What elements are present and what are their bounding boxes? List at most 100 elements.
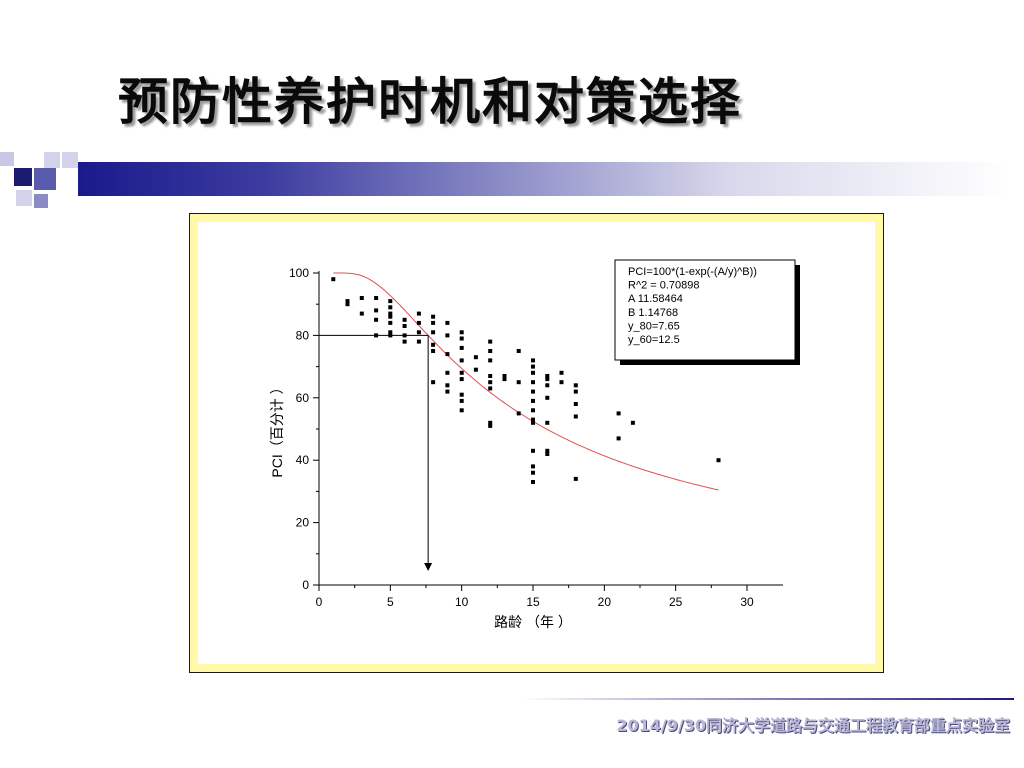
data-point [531,380,535,385]
data-point [545,377,550,382]
data-point [459,377,464,382]
data-point [374,308,379,313]
data-point [573,389,578,394]
data-point [531,420,535,425]
deco-square [44,152,60,168]
data-point [616,436,621,441]
y-tick-label: 80 [296,328,310,342]
data-point [388,299,393,304]
data-point [388,330,393,335]
data-point [488,374,493,378]
data-point [545,448,550,453]
data-point [388,320,393,325]
data-points [331,277,721,484]
deco-square [34,168,56,190]
data-point [445,333,450,338]
data-point [545,374,550,378]
data-point [431,380,436,385]
data-point [402,333,407,338]
formula-line: y_60=12.5 [628,334,680,346]
title-decoration [0,150,1010,210]
formula-line: R^2 = 0.70898 [628,280,700,292]
data-point [531,408,535,413]
data-point [374,317,379,322]
figure-panel: 0 5 10 15 20 25 30 0 20 40 60 80 100 PCI=100*(1-exp(… [198,222,875,664]
data-point [445,320,450,325]
deco-square [62,152,78,168]
data-point [516,349,521,353]
data-point [402,339,407,344]
data-point [531,358,535,363]
pci-scatter-chart: 0 5 10 15 20 25 30 0 20 40 60 80 100 PCI=100*(1-exp(… [269,259,800,630]
formula-box: PCI=100*(1-exp(-(A/y)^B)) R^2 = 0.70898A … [614,259,800,365]
data-point [531,370,535,375]
data-point [559,370,564,375]
data-point [431,314,436,319]
data-point [402,324,407,328]
fit-curve [333,272,719,491]
data-point [416,320,421,325]
formula-line: y_80=7.65 [628,320,680,332]
data-point [388,311,393,316]
y-tick-label: 60 [296,391,310,405]
data-point [559,380,564,385]
data-point [473,355,478,360]
data-point [545,420,550,425]
data-point [431,342,436,347]
data-point [516,411,521,416]
data-point [359,296,364,300]
data-point [459,408,464,413]
y-tick-label: 20 [296,516,310,530]
x-tick-label: 10 [455,595,469,609]
x-axis-label: 路龄 （年 ） [494,614,572,630]
data-point [531,464,535,469]
data-point [359,311,364,316]
data-point [345,302,350,307]
data-point [502,374,507,378]
data-point [459,358,464,363]
data-point [431,349,436,353]
data-point [416,339,421,344]
data-point [531,398,535,403]
data-point [488,423,493,428]
data-point [416,330,421,335]
x-tick-label: 0 [316,595,323,609]
data-point [445,383,450,388]
y-tick-label: 100 [289,266,309,280]
marker-guides [319,334,433,571]
data-point [402,317,407,322]
data-point [488,380,493,385]
data-point [630,420,635,425]
data-point [531,448,535,453]
data-point [531,470,535,475]
footer-text: 2014/9/30同济大学道路与交通工程教育部重点实验室 [616,716,1010,735]
data-point [459,370,464,375]
data-point [716,458,721,463]
data-point [473,367,478,372]
formula-line: PCI=100*(1-exp(-(A/y)^B)) [628,266,757,278]
data-point [545,452,550,456]
title-underline-band [78,162,1010,196]
x-tick-label: 25 [669,595,683,609]
data-point [488,349,493,353]
data-point [488,420,493,425]
data-point [531,417,535,422]
data-point [388,314,393,319]
data-point [388,333,393,338]
data-point [616,411,621,416]
data-point [531,389,535,394]
data-point [416,311,421,316]
data-point [374,296,379,300]
deco-square [14,168,32,186]
slide-title: 预防性养护时机和对策选择 [118,73,742,131]
x-tick-label: 5 [387,595,394,609]
data-point [488,386,493,391]
data-point [388,305,393,310]
data-point [502,377,507,382]
data-point [516,380,521,385]
data-point [573,414,578,419]
data-point [374,333,379,338]
formula-line: A 11.58464 [628,293,683,305]
formula-box-frame [614,259,796,361]
data-point [545,383,550,388]
